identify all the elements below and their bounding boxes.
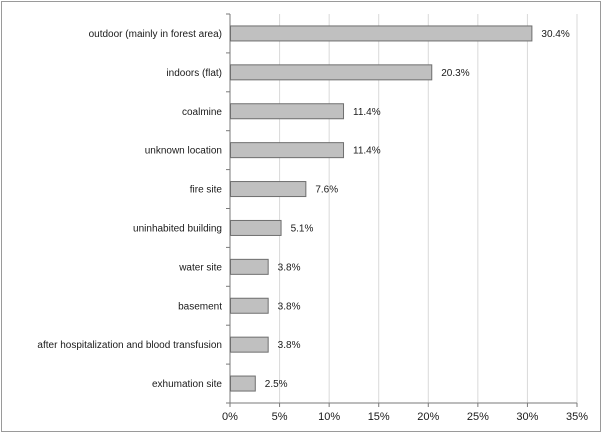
x-tick-label: 25% — [467, 411, 489, 423]
x-tick-label: 35% — [566, 411, 588, 423]
value-label: 3.8% — [278, 301, 301, 312]
category-label: outdoor (mainly in forest area) — [89, 29, 222, 40]
category-label: unknown location — [145, 146, 222, 157]
x-tick-label: 15% — [368, 411, 390, 423]
bar-2 — [230, 64, 433, 81]
bar-6 — [230, 219, 282, 236]
category-label: indoors (flat) — [166, 68, 222, 79]
x-tick-label: 5% — [272, 411, 288, 423]
bar-9 — [230, 336, 269, 353]
value-label: 7.6% — [315, 185, 338, 196]
category-label: fire site — [190, 185, 223, 196]
x-tick-label: 20% — [417, 411, 439, 423]
value-label: 20.3% — [441, 68, 469, 79]
x-tick-label: 10% — [318, 411, 340, 423]
value-label: 11.4% — [353, 146, 381, 157]
value-label: 30.4% — [541, 29, 569, 40]
value-label: 5.1% — [291, 223, 314, 234]
value-label: 3.8% — [278, 262, 301, 273]
x-tick-label: 0% — [222, 411, 238, 423]
category-label: exhumation site — [152, 379, 222, 390]
value-label: 11.4% — [353, 107, 381, 118]
bar-1 — [230, 25, 533, 42]
bar-7 — [230, 258, 269, 275]
bar-5 — [230, 181, 307, 198]
bar-4 — [230, 142, 345, 159]
category-label: uninhabited building — [133, 223, 222, 234]
category-label: water site — [178, 262, 222, 273]
category-label: basement — [178, 301, 222, 312]
category-label: after hospitalization and blood transfus… — [37, 340, 222, 351]
bar-8 — [230, 297, 269, 314]
x-tick-label: 30% — [516, 411, 538, 423]
value-label: 2.5% — [265, 379, 288, 390]
bar-3 — [230, 103, 345, 120]
value-label: 3.8% — [278, 340, 301, 351]
category-label: coalmine — [182, 107, 222, 118]
bar-10 — [230, 375, 256, 392]
